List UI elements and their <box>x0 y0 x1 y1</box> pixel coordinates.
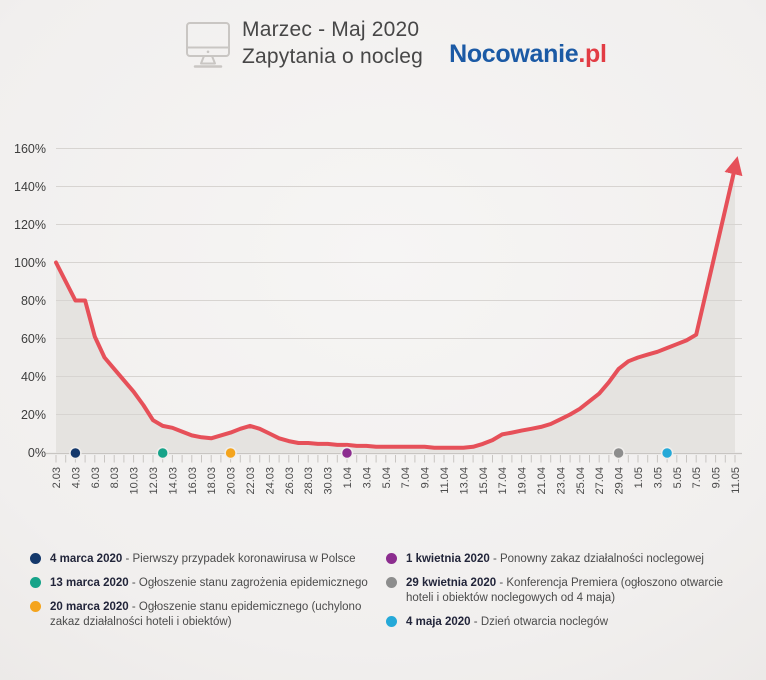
x-axis-label: 7.05 <box>691 467 703 488</box>
x-axis-label: 9.04 <box>420 467 432 488</box>
legend-item: 29 kwietnia 2020 - Konferencja Premiera … <box>386 576 752 606</box>
legend-label: 1 kwietnia 2020 - Ponowny zakaz działaln… <box>406 553 704 565</box>
x-axis-label: 18.03 <box>206 467 218 495</box>
y-axis-label: 40% <box>21 370 46 384</box>
legend-item: 1 kwietnia 2020 - Ponowny zakaz działaln… <box>386 552 752 567</box>
x-axis-label: 21.04 <box>536 467 548 495</box>
y-axis-label: 160% <box>14 142 46 156</box>
legend-event-dot <box>386 616 397 627</box>
legend-label: 20 marca 2020 - Ogłoszenie stanu epidemi… <box>50 601 362 628</box>
legend-col-left: 4 marca 2020 - Pierwszy przypadek korona… <box>30 552 386 639</box>
legend-event-dot <box>386 577 397 588</box>
x-axis-label: 4.03 <box>70 467 82 488</box>
x-axis-label: 14.03 <box>167 467 179 495</box>
legend-label: 4 marca 2020 - Pierwszy przypadek korona… <box>50 553 356 565</box>
x-axis-label: 3.05 <box>652 467 664 488</box>
x-axis-label: 30.03 <box>323 467 335 495</box>
x-axis-label: 22.03 <box>245 467 257 495</box>
x-axis-label: 5.05 <box>672 467 684 488</box>
chart-svg: 0% 20% 40% 60% 80% 100% 120% 140% 160% 2.03 4.03 6.… <box>14 142 743 495</box>
x-axis-label: 3.04 <box>361 467 373 488</box>
y-axis-label: 140% <box>14 180 46 194</box>
header: Marzec - Maj 2020 Zapytania o nocleg Noc… <box>184 16 607 75</box>
legend-event-dot <box>386 553 397 564</box>
x-axis-label: 13.04 <box>458 467 470 495</box>
event-dot-20.03 <box>224 446 237 460</box>
brand-name: Nocowanie <box>449 40 579 68</box>
legend-item: 4 marca 2020 - Pierwszy przypadek korona… <box>30 552 386 567</box>
legend: 4 marca 2020 - Pierwszy przypadek korona… <box>30 552 760 639</box>
x-axis-label: 29.04 <box>614 467 626 495</box>
chart-title-line2: Zapytania o nocleg <box>242 45 424 68</box>
x-axis-label: 19.04 <box>517 467 529 495</box>
x-axis-label: 16.03 <box>187 467 199 495</box>
legend-event-dot <box>30 577 41 588</box>
x-axis-label: 15.04 <box>478 467 490 495</box>
x-axis-label: 20.03 <box>226 467 238 495</box>
chart-title: Marzec - Maj 2020 Zapytania o nocleg <box>242 16 423 70</box>
y-axis-label: 120% <box>14 218 46 232</box>
event-dot-13.03 <box>156 446 169 460</box>
y-axis-label: 20% <box>21 408 46 422</box>
x-axis-label: 12.03 <box>148 467 160 495</box>
legend-event-dot <box>30 601 41 612</box>
trend-line <box>54 156 743 450</box>
x-axis-label: 7.04 <box>400 467 412 488</box>
event-dot-29.04 <box>612 446 625 460</box>
legend-item: 20 marca 2020 - Ogłoszenie stanu epidemi… <box>30 600 386 630</box>
chart-title-line1: Marzec - Maj 2020 <box>242 18 420 41</box>
y-axis-label: 100% <box>14 256 46 270</box>
x-axis-label: 27.04 <box>594 467 606 495</box>
legend-label: 4 maja 2020 - Dzień otwarcia noclegów <box>406 616 609 628</box>
y-axis-label: 0% <box>28 446 46 460</box>
monitor-icon <box>184 20 232 75</box>
legend-label: 29 kwietnia 2020 - Konferencja Premiera … <box>406 577 724 604</box>
area-fill <box>56 167 735 453</box>
x-axis-label: 6.03 <box>90 467 102 488</box>
legend-item: 4 maja 2020 - Dzień otwarcia noclegów <box>386 615 752 630</box>
x-axis-label: 8.03 <box>109 467 121 488</box>
legend-event-dot <box>30 553 41 564</box>
x-axis-label: 2.03 <box>51 467 63 488</box>
brand-tld: .pl <box>578 40 607 68</box>
x-axis-label: 26.03 <box>284 467 296 495</box>
legend-label: 13 marca 2020 - Ogłoszenie stanu zagroże… <box>50 577 368 589</box>
brand-logo: Nocowanie.pl <box>449 40 607 69</box>
x-axis-label: 11.05 <box>730 467 742 494</box>
y-axis-label: 80% <box>21 294 46 308</box>
event-dot-4.03 <box>69 446 82 460</box>
event-dot-4.05 <box>660 446 674 460</box>
x-axis-label: 1.04 <box>342 467 354 488</box>
x-axis-label: 9.05 <box>711 467 723 488</box>
legend-col-right: 1 kwietnia 2020 - Ponowny zakaz działaln… <box>386 552 752 639</box>
x-axis-label: 28.03 <box>303 467 315 495</box>
x-axis-label: 17.04 <box>497 467 509 495</box>
x-axis-label: 5.04 <box>381 467 393 488</box>
legend-item: 13 marca 2020 - Ogłoszenie stanu zagroże… <box>30 576 386 591</box>
x-axis-label: 24.03 <box>264 467 276 495</box>
event-dot-1.04 <box>340 446 354 460</box>
x-axis-label: 11.04 <box>439 467 451 494</box>
x-axis-label: 10.03 <box>129 467 141 495</box>
x-axis-label: 1.05 <box>633 467 645 488</box>
x-axis-label: 23.04 <box>555 467 567 495</box>
x-axis-label: 25.04 <box>575 467 587 495</box>
y-axis-label: 60% <box>21 332 46 346</box>
